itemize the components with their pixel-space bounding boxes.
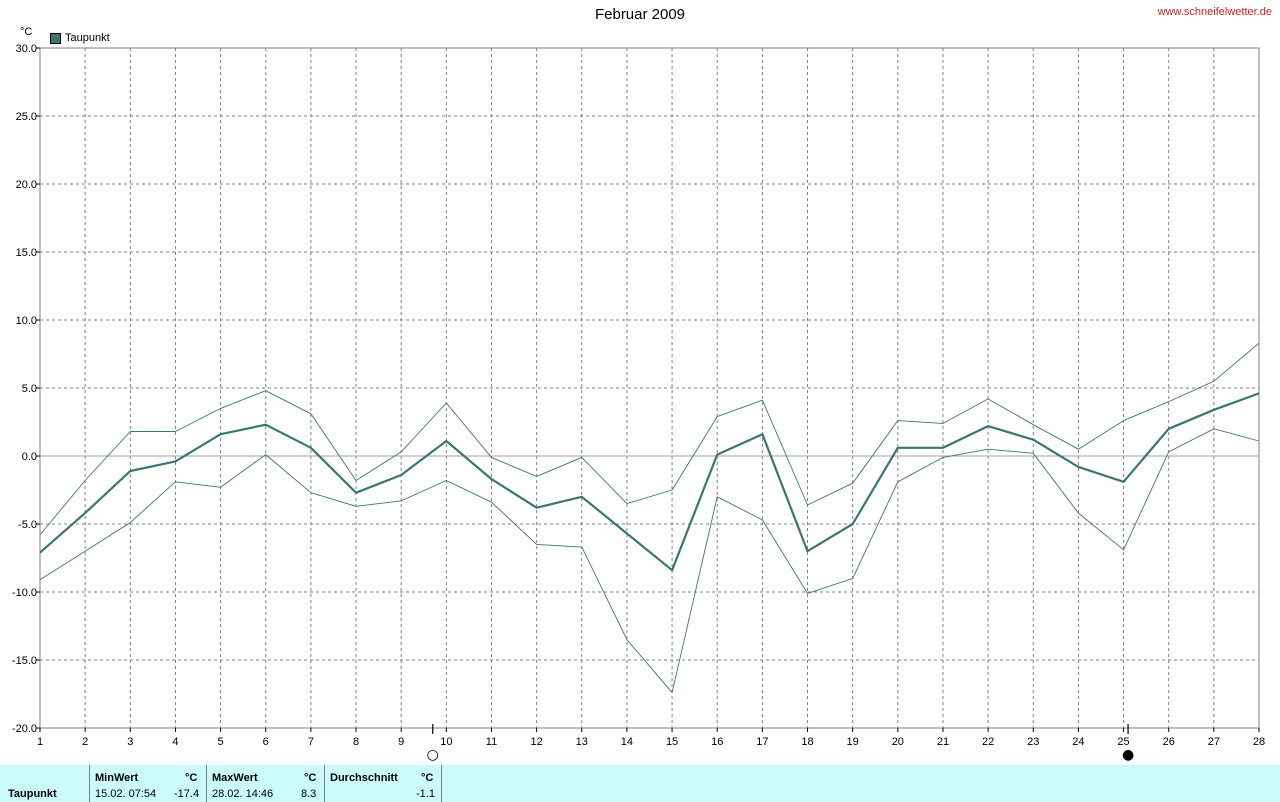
site-link[interactable]: www.schneifelwetter.de <box>1157 6 1272 18</box>
max-datetime: 28.02. 14:46 <box>212 788 274 800</box>
divider <box>89 765 90 802</box>
row-label: Taupunkt <box>8 788 57 800</box>
x-tick-label: 10 <box>440 736 452 748</box>
series-line-max <box>39 342 1260 536</box>
y-axis: 30.0 25.0 20.0 15.0 10.0 5.0 0.0 -5.0 -10.0 -15.0… <box>12 43 40 735</box>
min-header: MinWert <box>95 772 139 784</box>
series-line-mean <box>39 392 1260 572</box>
min-datetime: 15.02. 07:54 <box>95 788 157 800</box>
x-tick-label: 17 <box>756 736 768 748</box>
legend: Taupunkt <box>50 32 110 44</box>
x-tick-label: 7 <box>308 736 314 748</box>
max-unit: °C <box>304 772 317 784</box>
y-tick-label: 15.0 <box>16 247 37 259</box>
y-tick-label: 30.0 <box>16 43 37 55</box>
min-value: -17.4 <box>174 788 200 800</box>
y-tick-label: -10.0 <box>12 587 37 599</box>
x-tick-label: 15 <box>666 736 678 748</box>
legend-label: Taupunkt <box>65 32 110 44</box>
x-tick-label: 6 <box>263 736 269 748</box>
max-header: MaxWert <box>212 772 258 784</box>
y-tick-label: 0.0 <box>22 451 37 463</box>
x-tick-label: 27 <box>1208 736 1220 748</box>
x-tick-label: 19 <box>847 736 859 748</box>
x-tick-label: 9 <box>398 736 404 748</box>
series-line-min <box>39 428 1260 694</box>
x-tick-label: 25 <box>1117 736 1129 748</box>
avg-header: Durchschnitt <box>330 772 398 784</box>
x-tick-label: 2 <box>82 736 88 748</box>
y-tick-label: 10.0 <box>16 315 37 327</box>
x-tick-label: 24 <box>1072 736 1084 748</box>
legend-swatch <box>50 32 61 44</box>
x-tick-label: 5 <box>218 736 224 748</box>
divider <box>324 765 325 802</box>
moon-phase-markers: ○ ● <box>427 724 1134 763</box>
y-tick-label: 5.0 <box>22 383 37 395</box>
x-tick-label: 4 <box>172 736 178 748</box>
divider <box>206 765 207 802</box>
x-tick-label: 16 <box>711 736 723 748</box>
max-value: 8.3 <box>301 788 317 800</box>
divider <box>441 765 442 802</box>
y-tick-label: -15.0 <box>12 655 37 667</box>
min-unit: °C <box>185 772 198 784</box>
grid-lines <box>40 48 1259 728</box>
x-tick-label: 22 <box>982 736 994 748</box>
chart-title: Februar 2009 <box>594 6 686 23</box>
x-tick-label: 26 <box>1163 736 1175 748</box>
y-tick-label: -20.0 <box>12 723 37 735</box>
y-axis-unit: °C <box>20 26 33 38</box>
avg-value: -1.1 <box>416 788 435 800</box>
x-tick-label: 20 <box>892 736 904 748</box>
moon-full-icon: ○ <box>427 747 439 763</box>
x-tick-label: 13 <box>576 736 588 748</box>
x-tick-label: 18 <box>801 736 813 748</box>
y-tick-label: -5.0 <box>18 519 37 531</box>
dewpoint-chart: 30.0 25.0 20.0 15.0 10.0 5.0 0.0 -5.0 -10.0 -15.0… <box>12 43 1265 763</box>
x-tick-label: 1 <box>37 736 43 748</box>
summary-table: Taupunkt MinWert °C 15.02. 07:54 -17.4 M… <box>0 765 1280 802</box>
y-tick-label: 20.0 <box>16 179 37 191</box>
x-tick-label: 11 <box>486 736 497 748</box>
x-tick-label: 23 <box>1027 736 1039 748</box>
x-tick-label: 14 <box>621 736 633 748</box>
series-group <box>39 342 1260 694</box>
y-tick-label: 25.0 <box>16 111 37 123</box>
x-tick-label: 21 <box>937 736 949 748</box>
x-tick-label: 28 <box>1253 736 1265 748</box>
moon-new-icon: ● <box>1122 747 1134 763</box>
x-axis: 1 2 3 4 5 6 7 8 9 10 11 12 13 14 15 16 17 18 19 20 21 22 23 24 2… <box>37 728 1265 748</box>
x-tick-label: 3 <box>127 736 133 748</box>
x-tick-label: 8 <box>353 736 359 748</box>
avg-unit: °C <box>421 772 434 784</box>
x-tick-label: 12 <box>531 736 543 748</box>
